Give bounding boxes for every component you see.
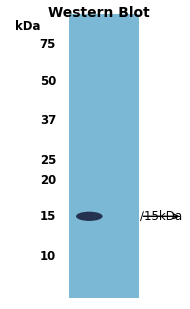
Text: 15: 15 [40,210,56,223]
Text: 50: 50 [40,75,56,88]
Text: 10: 10 [40,250,56,263]
Text: 75: 75 [40,38,56,51]
Text: 37: 37 [40,114,56,127]
Bar [69,14,139,298]
Text: 25: 25 [40,154,56,167]
Ellipse shape [76,212,103,221]
Text: Western Blot: Western Blot [48,6,150,19]
Text: kDa: kDa [15,20,41,33]
Text: 20: 20 [40,174,56,187]
Text: ∕15kDa: ∕15kDa [140,210,182,223]
